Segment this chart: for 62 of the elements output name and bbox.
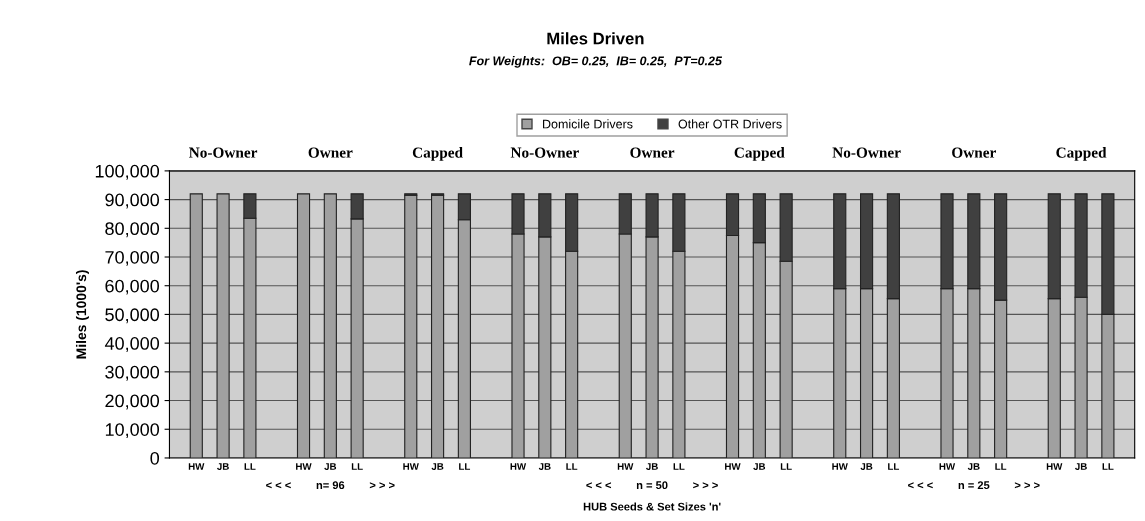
bar: [296, 193, 311, 458]
y-tick-label: 0: [150, 451, 160, 465]
x-tick-label: HW: [403, 463, 419, 470]
x-tick-label: HW: [188, 463, 205, 470]
y-axis-title: Miles (1000's): [75, 270, 89, 359]
text: Capped: [1056, 146, 1107, 161]
bar: [189, 193, 203, 458]
x-tick-label: LL: [995, 463, 1007, 470]
y-tick-label: 100,000: [95, 164, 160, 180]
x-tick-label: HW: [510, 463, 527, 470]
y-tick-label: 50,000: [105, 308, 160, 324]
y-tick-label: 30,000: [105, 365, 160, 381]
bar: [404, 194, 418, 458]
x-tick-label: LL: [780, 463, 792, 470]
text: No-Owner: [832, 147, 901, 158]
x-tick-label: JB: [646, 463, 658, 470]
x-tick-label: JB: [431, 463, 444, 470]
x-tick-label: LL: [673, 463, 685, 470]
y-tick-label: 40,000: [104, 337, 160, 352]
x-tick-label: JB: [538, 463, 551, 470]
x-tick-label: LL: [351, 463, 363, 470]
y-tick-label: 10,000: [105, 423, 160, 439]
x-axis-title: HUB Seeds & Set Sizes 'n': [583, 502, 721, 511]
chart-title: Miles Driven: [547, 32, 644, 45]
x-tick-label: JB: [860, 463, 873, 470]
text: Owner: [308, 147, 353, 158]
bar: [430, 194, 445, 458]
bar: [323, 193, 337, 458]
x-tick-label: HW: [939, 463, 956, 470]
x-tick-label: LL: [566, 463, 578, 470]
x-tick-label: HW: [832, 463, 848, 470]
x-tick-label: LL: [459, 463, 471, 470]
text: Owner: [952, 147, 996, 158]
text: < < < n= 96 > > >: [266, 481, 395, 490]
chart-subtitle: For Weights: OB= 0.25, IB= 0.25, PT=0.25: [469, 56, 723, 68]
x-tick-label: HW: [296, 463, 312, 470]
x-tick-label: HW: [617, 463, 634, 470]
y-tick-label: 70,000: [105, 250, 160, 266]
text: No-Owner: [510, 147, 579, 158]
y-tick-label: 80,000: [105, 222, 160, 238]
text: Owner: [630, 147, 675, 158]
text: Capped: [734, 146, 785, 161]
x-tick-label: JB: [324, 463, 337, 470]
x-tick-label: JB: [753, 463, 766, 470]
x-tick-label: LL: [244, 463, 256, 470]
text: No-Owner: [189, 147, 258, 158]
text: Capped: [412, 146, 463, 161]
x-tick-label: LL: [1102, 463, 1114, 470]
x-tick-label: JB: [217, 463, 229, 470]
x-tick-label: HW: [1046, 463, 1063, 470]
y-tick-label: 90,000: [105, 193, 160, 209]
legend-label: Domicile Drivers: [543, 119, 633, 129]
x-tick-label: LL: [888, 463, 900, 470]
legend-label: Other OTR Drivers: [678, 119, 782, 129]
bar: [216, 193, 230, 458]
text: < < < n = 50 > > >: [586, 481, 718, 490]
x-tick-label: HW: [725, 463, 741, 470]
text: < < < n = 25 > > >: [908, 481, 1040, 490]
x-tick-label: JB: [967, 463, 980, 470]
x-tick-label: JB: [1075, 463, 1087, 470]
y-tick-label: 60,000: [105, 279, 160, 295]
y-tick-label: 20,000: [105, 394, 160, 410]
